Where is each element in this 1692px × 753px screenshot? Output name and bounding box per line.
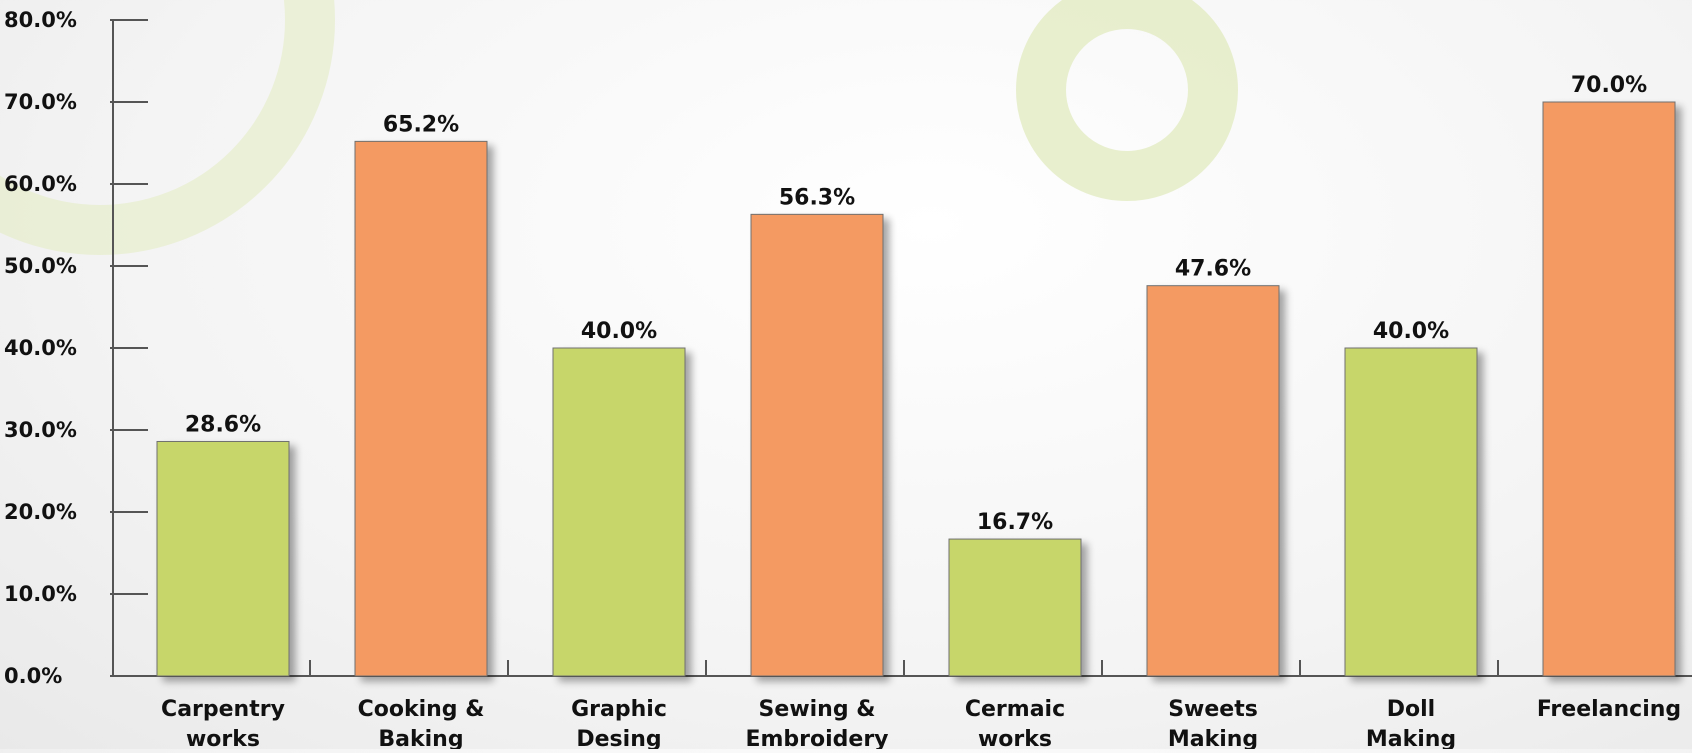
y-tick-label: 60.0%: [4, 172, 77, 196]
category-label-line: Making: [1168, 727, 1258, 749]
bar: [157, 441, 289, 676]
y-tick-label: 0.0%: [4, 664, 62, 688]
category-label-line: Cooking &: [358, 697, 485, 722]
bar: [355, 141, 487, 676]
category-label-line: works: [978, 727, 1052, 749]
category-label-line: Embroidery: [745, 727, 888, 749]
category-label-line: Baking: [378, 727, 463, 749]
y-tick-label: 70.0%: [4, 90, 77, 114]
category-label: Carpentry works: [161, 697, 285, 749]
data-label: 56.3%: [779, 185, 855, 210]
category-label-line: Doll: [1387, 697, 1435, 722]
data-label: 40.0%: [1373, 319, 1449, 344]
y-tick-label: 20.0%: [4, 500, 77, 524]
category-label: Freelancing: [1537, 697, 1681, 722]
decor-ring: [1041, 4, 1213, 176]
y-tick-label: 40.0%: [4, 336, 77, 360]
background-decoration: [0, 0, 1213, 230]
bar-series: [157, 102, 1675, 676]
category-label-line: Carpentry: [161, 697, 285, 722]
y-tick-label: 80.0%: [4, 8, 77, 32]
bar: [949, 539, 1081, 676]
data-label: 65.2%: [383, 112, 459, 137]
category-label-line: Making: [1366, 727, 1456, 749]
bar: [1543, 102, 1675, 676]
data-label: 47.6%: [1175, 257, 1251, 282]
category-label: Sewing & Embroidery: [745, 697, 888, 749]
category-label: Cermaic works: [965, 697, 1065, 749]
category-label-line: Cermaic: [965, 697, 1065, 722]
bar: [553, 348, 685, 676]
category-label: Graphic Desing: [571, 697, 667, 749]
bar: [1345, 348, 1477, 676]
category-label: Doll Making: [1366, 697, 1456, 749]
data-label: 70.0%: [1571, 73, 1647, 98]
category-label-line: Freelancing: [1537, 697, 1681, 722]
y-tick-label: 10.0%: [4, 582, 77, 606]
category-label-line: Graphic: [571, 697, 667, 722]
category-label-line: works: [186, 727, 260, 749]
category-label: Cooking & Baking: [358, 697, 485, 749]
data-label: 28.6%: [185, 412, 261, 437]
category-label-line: Desing: [576, 727, 661, 749]
y-tick-label: 50.0%: [4, 254, 77, 278]
data-label: 40.0%: [581, 319, 657, 344]
category-label-line: Sweets: [1168, 697, 1258, 722]
data-label: 16.7%: [977, 510, 1053, 535]
category-label: Sweets Making: [1168, 697, 1258, 749]
category-label-line: Sewing &: [759, 697, 876, 722]
bar: [751, 214, 883, 676]
y-tick-label: 30.0%: [4, 418, 77, 442]
bar: [1147, 286, 1279, 676]
